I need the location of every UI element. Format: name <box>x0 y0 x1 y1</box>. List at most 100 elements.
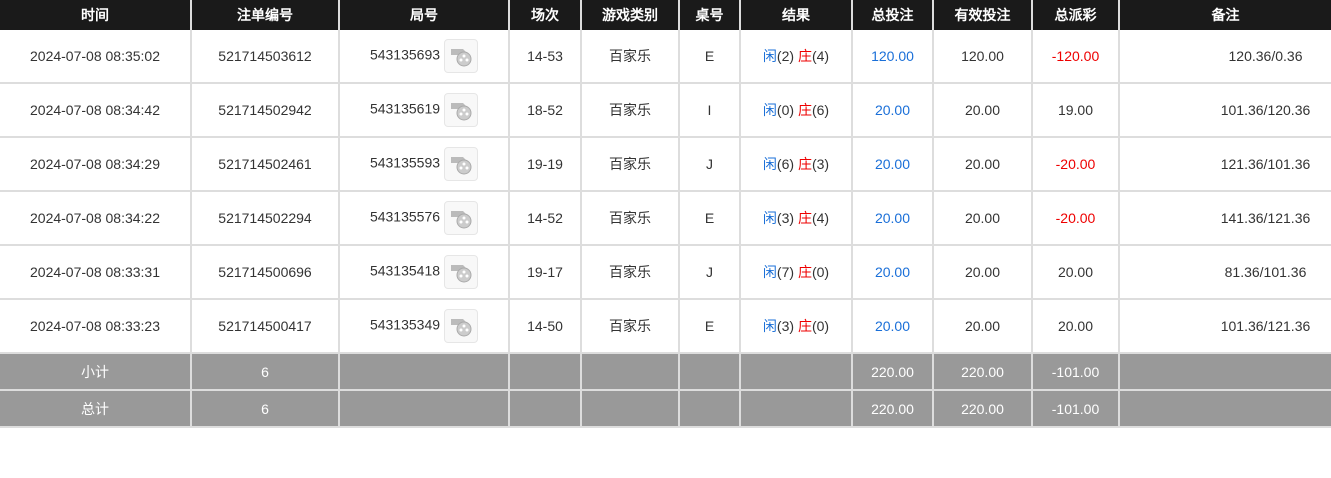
summary-count: 6 <box>191 353 340 391</box>
remark: 81.36/101.36 <box>1119 245 1331 300</box>
player-label: 闲 <box>762 210 777 226</box>
banker-value: (4) <box>811 210 830 226</box>
total-bet[interactable]: 20.00 <box>852 83 934 138</box>
summary-row: 小计 6 220.00 220.00 -101.00 <box>0 353 1331 391</box>
video-replay-icon[interactable] <box>444 39 479 73</box>
table-no: I <box>679 83 741 138</box>
column-header: 局号 <box>339 0 510 30</box>
video-replay-icon[interactable] <box>444 309 479 343</box>
table-row: 2024-07-08 08:35:02 521714503612 5431356… <box>0 30 1331 84</box>
table-row: 2024-07-08 08:34:22 521714502294 5431355… <box>0 191 1331 246</box>
summary-payout: -101.00 <box>1032 390 1120 428</box>
player-value: (3) <box>776 318 795 334</box>
column-header: 备注 <box>1119 0 1331 30</box>
round-cell: 543135693 <box>339 30 510 84</box>
video-replay-icon[interactable] <box>444 93 479 127</box>
bet-id: 521714503612 <box>191 30 340 84</box>
bet-id: 521714502294 <box>191 191 340 246</box>
summary-valid-bet: 220.00 <box>933 353 1033 391</box>
banker-value: (0) <box>811 318 830 334</box>
table-row: 2024-07-08 08:34:42 521714502942 5431356… <box>0 83 1331 138</box>
banker-value: (4) <box>811 48 830 64</box>
player-value: (7) <box>776 264 795 280</box>
table-no: J <box>679 137 741 192</box>
round-id: 543135418 <box>369 262 441 279</box>
table-no: J <box>679 245 741 300</box>
shoe: 14-52 <box>509 191 582 246</box>
valid-bet: 120.00 <box>933 30 1033 84</box>
table-no: E <box>679 30 741 84</box>
player-label: 闲 <box>762 156 777 172</box>
player-label: 闲 <box>762 318 777 334</box>
remark: 120.36/0.36 <box>1119 30 1331 84</box>
summary-valid-bet: 220.00 <box>933 390 1033 428</box>
total-bet[interactable]: 20.00 <box>852 191 934 246</box>
round-id: 543135349 <box>369 316 441 333</box>
payout: 20.00 <box>1032 299 1120 354</box>
result: 闲(6) 庄(3) <box>740 137 853 192</box>
result: 闲(0) 庄(6) <box>740 83 853 138</box>
player-value: (2) <box>776 48 795 64</box>
payout: -20.00 <box>1032 137 1120 192</box>
video-replay-icon[interactable] <box>444 147 479 181</box>
game-type: 百家乐 <box>581 30 680 84</box>
remark: 141.36/121.36 <box>1119 191 1331 246</box>
column-header: 桌号 <box>679 0 741 30</box>
round-cell: 543135593 <box>339 137 510 192</box>
round-id: 543135619 <box>369 100 441 117</box>
valid-bet: 20.00 <box>933 299 1033 354</box>
player-value: (6) <box>776 156 795 172</box>
bet-id: 521714502461 <box>191 137 340 192</box>
shoe: 18-52 <box>509 83 582 138</box>
payout: 19.00 <box>1032 83 1120 138</box>
player-value: (0) <box>776 102 795 118</box>
round-id: 543135693 <box>369 46 441 63</box>
table-no: E <box>679 299 741 354</box>
summary-payout: -101.00 <box>1032 353 1120 391</box>
column-header: 有效投注 <box>933 0 1033 30</box>
bet-id: 521714500696 <box>191 245 340 300</box>
game-type: 百家乐 <box>581 137 680 192</box>
game-type: 百家乐 <box>581 83 680 138</box>
bet-records-table: 时间 注单编号 局号 场次 游戏类别 桌号 结果 总投注 有效投注 总派彩 备注 2024-07-0… <box>0 0 1331 428</box>
banker-label: 庄 <box>797 156 812 172</box>
valid-bet: 20.00 <box>933 245 1033 300</box>
payout: 20.00 <box>1032 245 1120 300</box>
total-bet[interactable]: 20.00 <box>852 137 934 192</box>
bet-time: 2024-07-08 08:34:22 <box>0 191 192 246</box>
table-row: 2024-07-08 08:34:29 521714502461 5431355… <box>0 137 1331 192</box>
game-type: 百家乐 <box>581 191 680 246</box>
remark: 101.36/120.36 <box>1119 83 1331 138</box>
table-no: E <box>679 191 741 246</box>
banker-value: (0) <box>811 264 830 280</box>
column-header: 总派彩 <box>1032 0 1120 30</box>
total-bet[interactable]: 20.00 <box>852 299 934 354</box>
summary-label: 小计 <box>0 353 192 391</box>
player-label: 闲 <box>762 102 777 118</box>
summary-total-bet: 220.00 <box>852 353 934 391</box>
video-replay-icon[interactable] <box>444 201 479 235</box>
bet-id: 521714502942 <box>191 83 340 138</box>
bet-time: 2024-07-08 08:33:31 <box>0 245 192 300</box>
total-bet[interactable]: 120.00 <box>852 30 934 84</box>
round-id: 543135593 <box>369 154 441 171</box>
game-type: 百家乐 <box>581 245 680 300</box>
column-header: 注单编号 <box>191 0 340 30</box>
video-replay-icon[interactable] <box>444 255 479 289</box>
player-value: (3) <box>776 210 795 226</box>
banker-label: 庄 <box>797 210 812 226</box>
bet-time: 2024-07-08 08:34:42 <box>0 83 192 138</box>
valid-bet: 20.00 <box>933 83 1033 138</box>
banker-label: 庄 <box>797 318 812 334</box>
table-row: 2024-07-08 08:33:31 521714500696 5431354… <box>0 245 1331 300</box>
bet-time: 2024-07-08 08:33:23 <box>0 299 192 354</box>
column-header: 场次 <box>509 0 582 30</box>
shoe: 14-53 <box>509 30 582 84</box>
shoe: 19-17 <box>509 245 582 300</box>
banker-value: (3) <box>811 156 830 172</box>
bet-id: 521714500417 <box>191 299 340 354</box>
result: 闲(3) 庄(4) <box>740 191 853 246</box>
bet-time: 2024-07-08 08:34:29 <box>0 137 192 192</box>
shoe: 19-19 <box>509 137 582 192</box>
total-bet[interactable]: 20.00 <box>852 245 934 300</box>
